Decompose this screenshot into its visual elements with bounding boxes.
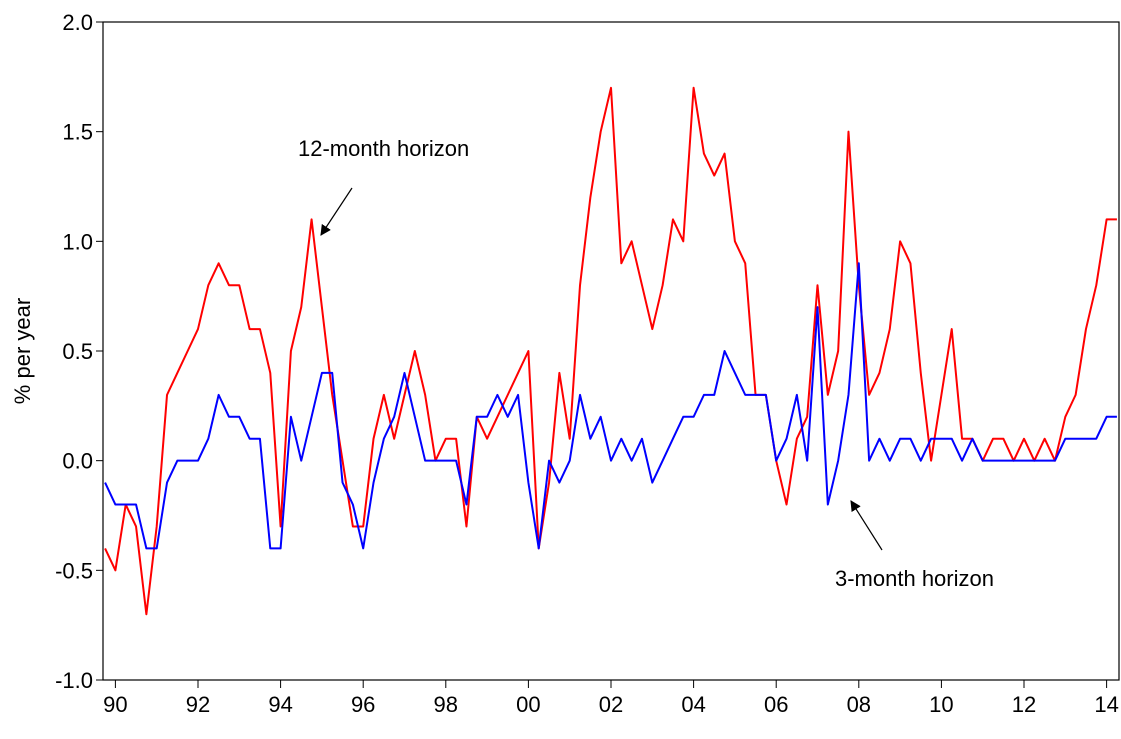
y-axis-label: % per year xyxy=(10,298,35,404)
annotation: 12-month horizon xyxy=(298,136,469,161)
y-tick-label: -0.5 xyxy=(55,558,93,583)
annotation: 3-month horizon xyxy=(835,566,994,591)
x-tick-label: 14 xyxy=(1094,692,1118,717)
x-tick-label: 04 xyxy=(681,692,705,717)
x-tick-label: 94 xyxy=(268,692,292,717)
annotation-arrow xyxy=(320,187,353,236)
annotation-arrow xyxy=(850,500,883,551)
x-tick-label: 06 xyxy=(764,692,788,717)
x-tick-label: 92 xyxy=(186,692,210,717)
y-tick-label: 1.5 xyxy=(62,120,93,145)
x-tick-label: 02 xyxy=(599,692,623,717)
x-tick-label: 98 xyxy=(434,692,458,717)
y-tick-label: 0.5 xyxy=(62,339,93,364)
x-tick-label: 96 xyxy=(351,692,375,717)
x-tick-label: 90 xyxy=(103,692,127,717)
y-tick-label: 1.0 xyxy=(62,229,93,254)
y-tick-label: 0.0 xyxy=(62,449,93,474)
x-tick-label: 08 xyxy=(847,692,871,717)
y-tick-label: 2.0 xyxy=(62,10,93,35)
x-tick-label: 10 xyxy=(929,692,953,717)
y-tick-label: -1.0 xyxy=(55,668,93,693)
series-line xyxy=(104,86,1117,616)
x-tick-label: 12 xyxy=(1012,692,1036,717)
x-tick-label: 00 xyxy=(516,692,540,717)
series-line xyxy=(104,262,1117,550)
